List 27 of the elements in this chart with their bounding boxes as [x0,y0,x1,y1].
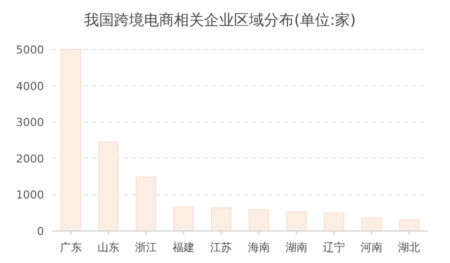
x-tick-label: 海南 [248,241,270,254]
x-tick-label: 江苏 [210,241,232,254]
bar [98,142,119,232]
y-tick-label: 5000 [16,44,44,56]
bar [248,209,269,232]
bar [324,212,344,232]
x-tick-label: 浙江 [135,241,157,254]
bar [173,206,194,232]
bar [211,207,232,232]
y-tick-label: 1000 [16,188,44,202]
x-tick-label: 广东 [60,241,82,254]
x-tick-label: 湖南 [285,241,308,254]
y-tick-label: 0 [37,225,44,238]
bar [361,218,382,232]
chart-title: 我国跨境电商相关企业区域分布(单位:家) [84,11,356,29]
y-tick-label: 4000 [16,80,44,93]
x-tick-label: 山东 [97,241,120,254]
bar [60,49,81,232]
bar [136,176,156,232]
x-tick-label: 福建 [172,241,195,254]
x-tick-label: 河南 [360,241,383,254]
x-tick-label: 辽宁 [323,241,345,254]
bar [286,211,307,232]
bar [399,219,420,232]
x-tick-label: 湖北 [398,241,420,254]
y-tick-label: 3000 [16,116,44,130]
y-tick-label: 2000 [16,152,44,166]
